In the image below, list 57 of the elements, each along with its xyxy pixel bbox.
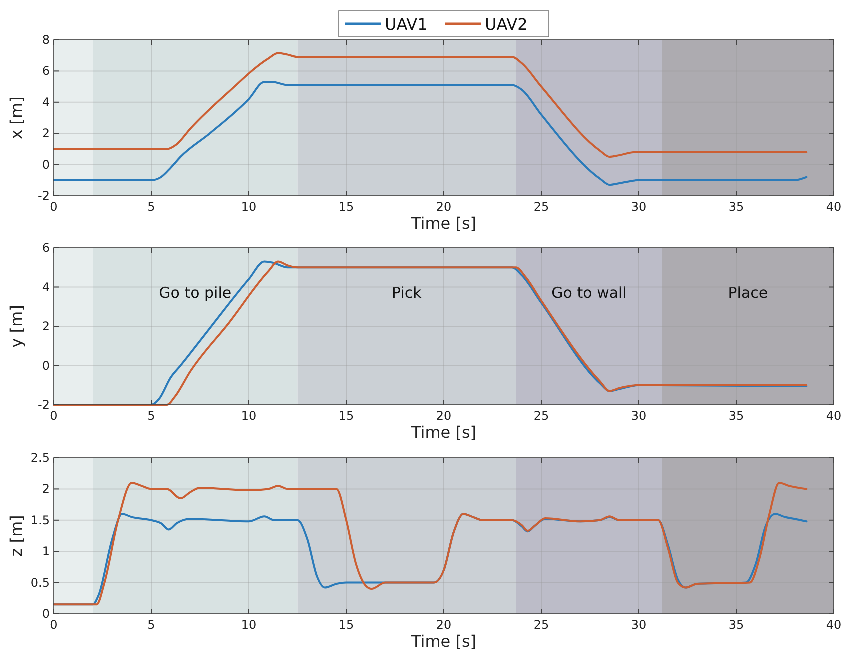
- y-tick-label: 2: [42, 126, 50, 141]
- y-tick-label: 1: [42, 544, 50, 559]
- x-tick-label: 40: [826, 618, 842, 632]
- line-series: [53, 260, 808, 406]
- x-axis-title: Time [s]: [410, 214, 477, 233]
- band-label: Go to pile: [159, 284, 232, 302]
- y-axis-title: z [m]: [7, 515, 26, 557]
- band-label: Place: [728, 284, 768, 302]
- x-tick-label: 40: [826, 200, 842, 214]
- legend-label: UAV1: [385, 15, 428, 34]
- x-tick-label: 35: [728, 409, 744, 423]
- x-tick-label: 15: [338, 409, 354, 423]
- x-tick-label: 5: [148, 618, 156, 632]
- x-tick-label: 15: [338, 618, 354, 632]
- band-label: Pick: [392, 284, 422, 302]
- line-series: [53, 52, 808, 158]
- x-tick-label: 25: [534, 618, 550, 632]
- x-tick-label: 10: [241, 618, 257, 632]
- x-tick-label: 35: [728, 200, 744, 214]
- y-tick-label: 2: [42, 320, 50, 334]
- x-tick-label: 25: [534, 200, 550, 214]
- y-tick-label: 0: [42, 158, 50, 172]
- y-tick-label: 6: [42, 241, 50, 255]
- y-axis-title: y [m]: [7, 305, 26, 348]
- x-tick-label: 40: [826, 409, 842, 423]
- y-tick-label: 4: [42, 280, 50, 294]
- band-label: Go to wall: [552, 284, 627, 302]
- y-tick-label: 4: [42, 95, 50, 110]
- y-tick-label: 0.5: [30, 576, 50, 590]
- x-tick-label: 30: [631, 618, 647, 632]
- y-tick-label: 2: [42, 482, 50, 496]
- x-axis-title: Time [s]: [410, 423, 477, 442]
- line-series: [53, 482, 808, 606]
- x-tick-label: 15: [338, 200, 354, 214]
- legend-label: UAV2: [485, 15, 528, 34]
- x-tick-label: 5: [148, 200, 156, 214]
- x-tick-label: 35: [728, 618, 744, 632]
- x-tick-label: 20: [436, 409, 452, 423]
- y-tick-label: 8: [42, 33, 50, 47]
- line-series: [53, 81, 808, 186]
- y-tick-label: -2: [38, 398, 50, 412]
- x-tick-label: 30: [631, 409, 647, 423]
- y-tick-label: 0: [42, 607, 50, 621]
- x-tick-label: 10: [241, 200, 257, 214]
- x-tick-label: 20: [436, 618, 452, 632]
- y-tick-label: -2: [38, 189, 50, 203]
- y-tick-label: 6: [42, 64, 50, 78]
- y-axis-title: x [m]: [7, 96, 26, 140]
- x-axis-title: Time [s]: [410, 632, 477, 651]
- x-tick-label: 20: [436, 200, 452, 214]
- y-tick-label: 0: [42, 358, 50, 373]
- x-tick-label: 25: [534, 409, 550, 423]
- x-tick-label: 30: [631, 200, 647, 214]
- x-tick-label: 5: [148, 409, 156, 423]
- x-tick-label: 10: [241, 409, 257, 423]
- y-tick-label: 1.5: [30, 513, 50, 528]
- y-tick-label: 2.5: [30, 451, 50, 465]
